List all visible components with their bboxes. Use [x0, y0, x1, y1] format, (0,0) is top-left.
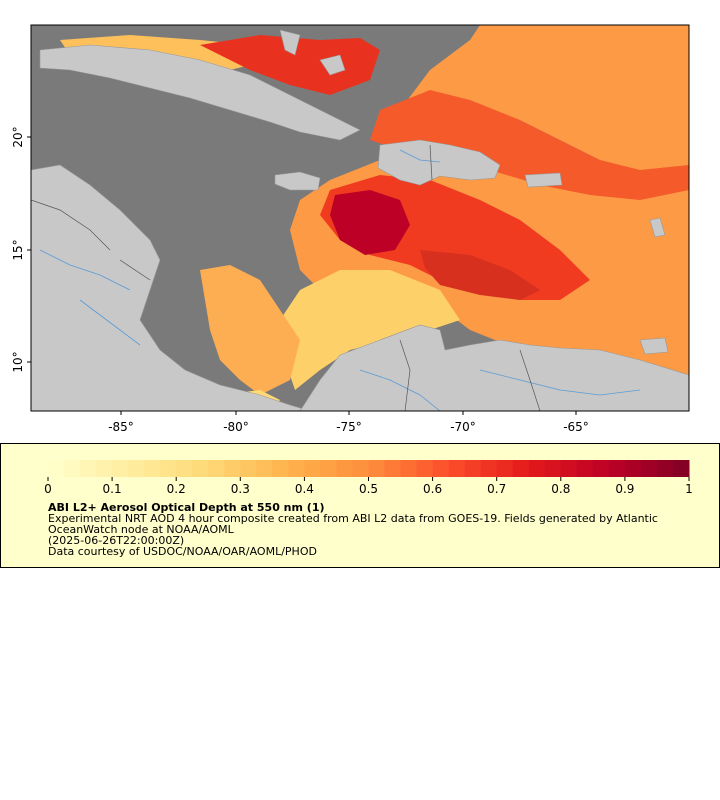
colorbar-cell	[128, 460, 145, 477]
colorbar-cell	[416, 460, 434, 477]
aod-map[interactable]: 20° 15° 10° -85° -80° -75° -70° -65°	[0, 0, 720, 440]
colorbar-cell	[656, 460, 674, 477]
colorbar-cell	[176, 460, 193, 477]
aod-plume-bahamas	[200, 35, 380, 95]
colorbar-cell	[560, 460, 578, 477]
colorbar-cell	[496, 460, 514, 477]
colorbar-cell	[448, 460, 466, 477]
colorbar-tick-label: 0.9	[615, 482, 634, 496]
colorbar: 0 0.1 0.2 0.3 0.4 0.5 0.6 0.7 0.8 0.9 1	[44, 460, 693, 496]
colorbar-cell	[144, 460, 161, 477]
colorbar-cell	[384, 460, 402, 477]
aod-plume-core	[330, 190, 410, 255]
colorbar-cell	[304, 460, 321, 477]
aod-plume-west	[200, 265, 300, 395]
aod-plume-light	[280, 270, 460, 390]
colorbar-cell	[640, 460, 658, 477]
colorbar-cell	[320, 460, 337, 477]
colorbar-tick-label: 0.1	[103, 482, 122, 496]
colorbar-tick-label: 0.6	[423, 482, 442, 496]
lon-label: -80°	[223, 420, 249, 434]
colorbar-cell	[544, 460, 562, 477]
land-central-america	[31, 164, 311, 411]
colorbar-cell	[576, 460, 594, 477]
colorbar-cell	[112, 460, 129, 477]
colorbar-tick-label: 0.4	[295, 482, 314, 496]
colorbar-cell	[288, 460, 305, 477]
colorbar-cell	[528, 460, 546, 477]
legend-credit: Data courtesy of USDOC/NOAA/OAR/AOML/PHO…	[48, 545, 317, 558]
colorbar-cell	[192, 460, 209, 477]
rivers	[39, 149, 641, 411]
aerosol-field	[60, 25, 689, 411]
land-puerto-rico	[524, 172, 563, 188]
colorbar-tick-label: 0.8	[551, 482, 570, 496]
aod-plume-red-north	[370, 90, 689, 200]
land-hispaniola	[377, 139, 501, 186]
lat-axis: 20° 15° 10°	[11, 126, 31, 373]
colorbar-cell	[240, 460, 257, 477]
colorbar-tick-label: 0	[44, 482, 52, 496]
colorbar-cell	[608, 460, 626, 477]
colorbar-cell	[368, 460, 386, 477]
lon-label: -70°	[450, 420, 476, 434]
lon-label: -75°	[336, 420, 362, 434]
colorbar-cell	[208, 460, 225, 477]
colorbar-tick-label: 0.5	[359, 482, 378, 496]
colorbar-cell	[64, 460, 81, 477]
land-bahamas-2	[319, 54, 346, 76]
land-trinidad	[639, 337, 669, 355]
lon-label: -85°	[108, 420, 134, 434]
map-frame	[30, 24, 690, 412]
colorbar-cell	[672, 460, 690, 477]
land-lesser-antilles	[649, 217, 666, 238]
land-cuba	[39, 44, 361, 141]
legend-title: ABI L2+ Aerosol Optical Depth at 550 nm …	[48, 501, 325, 514]
colorbar-tick-label: 0.7	[487, 482, 506, 496]
aod-plume-core2	[420, 250, 540, 300]
land-jamaica	[274, 171, 321, 191]
lat-label: 10°	[11, 351, 25, 372]
colorbar-cell	[432, 460, 450, 477]
lat-label: 15°	[11, 239, 25, 260]
colorbar-cell	[256, 460, 273, 477]
colorbar-cell	[160, 460, 177, 477]
colorbar-cell	[400, 460, 418, 477]
colorbar-cell	[96, 460, 113, 477]
colorbar-cell	[480, 460, 498, 477]
land-south-america	[299, 324, 689, 411]
land	[31, 29, 689, 411]
borders	[31, 144, 541, 411]
colorbar-cell	[352, 460, 369, 477]
map-panel: 20° 15° 10° -85° -80° -75° -70° -65°	[0, 0, 720, 440]
colorbar-cell	[592, 460, 610, 477]
colorbar-tick-label: 0.2	[167, 482, 186, 496]
colorbar-cell	[272, 460, 289, 477]
colorbar-cell	[512, 460, 530, 477]
land-bahamas	[279, 29, 301, 56]
colorbar-cell	[224, 460, 241, 477]
legend-timestamp: (2025-06-26T22:00:00Z)	[48, 534, 185, 547]
colorbar-tick-label: 1	[685, 482, 693, 496]
lon-label: -65°	[563, 420, 589, 434]
legend-description-2: OceanWatch node at NOAA/AOML	[48, 523, 234, 536]
colorbar-cell	[464, 460, 482, 477]
lat-label: 20°	[11, 126, 25, 147]
colorbar-cell	[336, 460, 353, 477]
colorbar-cell	[80, 460, 97, 477]
colorbar-cell	[624, 460, 642, 477]
colorbar-cell	[48, 460, 65, 477]
lon-axis: -85° -80° -75° -70° -65°	[108, 411, 589, 434]
colorbar-tick-label: 0.3	[231, 482, 250, 496]
legend-description: Experimental NRT AOD 4 hour composite cr…	[48, 512, 658, 525]
